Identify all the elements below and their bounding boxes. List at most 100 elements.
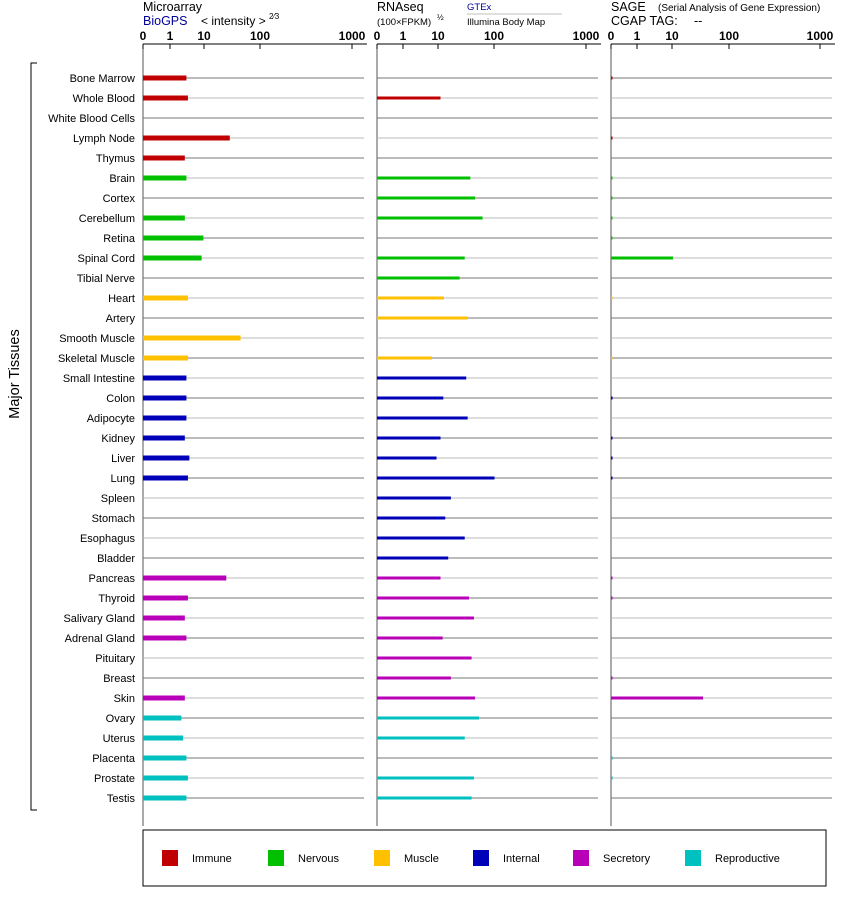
rnaseq-bar-thyroid <box>377 596 470 600</box>
tissue-label-prostate: Prostate <box>94 773 135 785</box>
legend-swatch-secretory <box>573 850 589 866</box>
microarray-tick-label-1: 1 <box>167 29 174 43</box>
rnaseq-bar-liver <box>377 456 437 460</box>
tissue-label-adrenal-gland: Adrenal Gland <box>65 633 135 645</box>
sage-bar-liver <box>611 456 613 460</box>
microarray-bar-pancreas <box>143 575 227 581</box>
sage-tick-label-10: 10 <box>665 29 679 43</box>
tissue-label-retina: Retina <box>103 233 136 245</box>
rnaseq-bar-bladder <box>377 556 449 560</box>
microarray-bar-spinal-cord <box>143 255 202 261</box>
microarray-bar-prostate <box>143 775 188 781</box>
tissue-label-cortex: Cortex <box>103 193 136 205</box>
microarray-bar-placenta <box>143 755 187 761</box>
microarray-bar-cerebellum <box>143 215 185 221</box>
tissue-label-uterus: Uterus <box>103 733 136 745</box>
tissue-label-thymus: Thymus <box>96 153 136 165</box>
tissue-label-pancreas: Pancreas <box>89 573 136 585</box>
microarray-bar-bone-marrow <box>143 75 187 81</box>
sage-tick-label-0: 0 <box>608 29 615 43</box>
microarray-bar-brain <box>143 175 187 181</box>
biogps-link[interactable]: BioGPS <box>143 14 187 28</box>
cgap-tag-label: CGAP TAG: <box>611 14 678 28</box>
legend-swatch-internal <box>473 850 489 866</box>
microarray-bar-whole-blood <box>143 95 188 101</box>
rnaseq-bar-pancreas <box>377 576 441 580</box>
microarray-bar-uterus <box>143 735 184 741</box>
microarray-bar-ovary <box>143 715 182 721</box>
legend-swatch-nervous <box>268 850 284 866</box>
tissue-label-pituitary: Pituitary <box>95 653 135 665</box>
microarray-bar-kidney <box>143 435 185 441</box>
tissue-label-brain: Brain <box>109 173 135 185</box>
microarray-title: Microarray <box>143 0 203 14</box>
legend-label-nervous: Nervous <box>298 853 339 865</box>
microarray-bar-skeletal-muscle <box>143 355 188 361</box>
rnaseq-bar-artery <box>377 316 468 320</box>
microarray-bar-testis <box>143 795 187 801</box>
tissue-label-kidney: Kidney <box>101 433 135 445</box>
rnaseq-bar-whole-blood <box>377 96 441 100</box>
microarray-bar-colon <box>143 395 187 401</box>
sage-bar-skeletal-muscle <box>611 356 613 360</box>
rnaseq-tick-label-1: 1 <box>400 29 407 43</box>
tissue-label-placenta: Placenta <box>92 753 136 765</box>
legend-swatch-muscle <box>374 850 390 866</box>
sage-bar-kidney <box>611 436 613 440</box>
microarray-bar-heart <box>143 295 188 301</box>
rnaseq-bar-spinal-cord <box>377 256 465 260</box>
microarray-tick-label-0: 0 <box>140 29 147 43</box>
tissue-label-testis: Testis <box>107 793 136 805</box>
rnaseq-bar-skeletal-muscle <box>377 356 432 360</box>
tissue-label-liver: Liver <box>111 453 135 465</box>
rnaseq-bar-breast <box>377 676 451 680</box>
tissue-label-bone-marrow: Bone Marrow <box>70 73 135 85</box>
sage-bar-spinal-cord <box>611 256 673 260</box>
sage-bar-prostate <box>611 776 613 780</box>
microarray-bar-adipocyte <box>143 415 187 421</box>
sage-bar-lymph-node <box>611 136 613 140</box>
microarray-bar-thymus <box>143 155 185 161</box>
rnaseq-bar-adipocyte <box>377 416 468 420</box>
tissue-label-skeletal-muscle: Skeletal Muscle <box>58 353 135 365</box>
rnaseq-bar-spleen <box>377 496 451 500</box>
cgap-tag-value: -- <box>694 14 702 28</box>
tissue-label-artery: Artery <box>106 313 136 325</box>
gtex-link[interactable]: GTEx <box>467 2 492 13</box>
rnaseq-bar-ovary <box>377 716 480 720</box>
legend-label-reproductive: Reproductive <box>715 853 780 865</box>
rnaseq-bar-cortex <box>377 196 476 200</box>
microarray-bar-thyroid <box>143 595 188 601</box>
tissue-label-stomach: Stomach <box>92 513 135 525</box>
sage-bar-heart <box>611 296 613 300</box>
rnaseq-bar-salivary-gland <box>377 616 474 620</box>
tissue-label-spleen: Spleen <box>101 493 135 505</box>
rnaseq-bar-brain <box>377 176 471 180</box>
tissue-label-white-blood-cells: White Blood Cells <box>48 113 135 125</box>
sage-bar-colon <box>611 396 613 400</box>
tissue-label-bladder: Bladder <box>97 553 135 565</box>
tissue-label-ovary: Ovary <box>106 713 136 725</box>
tissue-label-salivary-gland: Salivary Gland <box>63 613 135 625</box>
tissue-group-label: Major Tissues <box>7 329 23 418</box>
tissue-label-whole-blood: Whole Blood <box>73 93 135 105</box>
sage-bar-retina <box>611 236 613 240</box>
rnaseq-bar-tibial-nerve <box>377 276 460 280</box>
legend-swatch-immune <box>162 850 178 866</box>
microarray-bar-smooth-muscle <box>143 335 241 341</box>
microarray-bar-small-intestine <box>143 375 187 381</box>
tissue-label-colon: Colon <box>106 393 135 405</box>
legend-label-secretory: Secretory <box>603 853 651 865</box>
sage-bar-skin <box>611 696 704 700</box>
tissue-label-skin: Skin <box>114 693 135 705</box>
rnaseq-bar-testis <box>377 796 472 800</box>
intensity-exponent: 2⁄3 <box>269 12 280 21</box>
tissue-label-lung: Lung <box>111 473 135 485</box>
microarray-tick-label-100: 100 <box>250 29 270 43</box>
rnaseq-tick-label-100: 100 <box>484 29 504 43</box>
tissue-label-spinal-cord: Spinal Cord <box>78 253 135 265</box>
tissue-label-breast: Breast <box>103 673 135 685</box>
legend-label-immune: Immune <box>192 853 232 865</box>
sage-bar-breast <box>611 676 613 680</box>
